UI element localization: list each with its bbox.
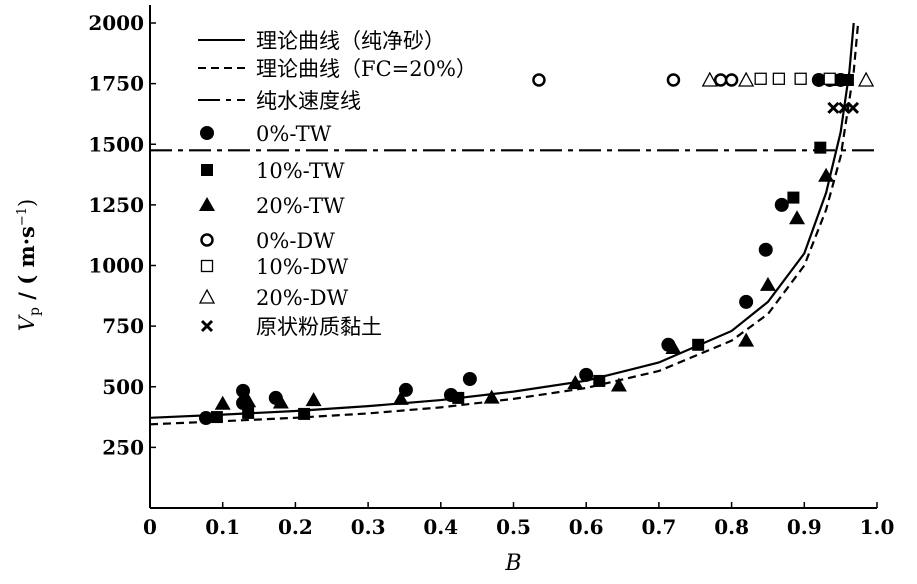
data-point-10%-TW (841, 73, 854, 86)
data-point-0%-TW (462, 371, 477, 386)
y-label-unit: / ( m·s (14, 226, 39, 307)
legend-label: 0%-DW (256, 229, 335, 253)
x-tick-label: 0.3 (351, 515, 386, 539)
cross-stroke (846, 101, 860, 114)
y-label-v: V (15, 314, 39, 331)
x-tick-label: 0.6 (569, 515, 604, 539)
data-point-20%-TW (272, 394, 289, 409)
data-point-10%-TW (242, 406, 255, 419)
data-point-10%-DW (823, 72, 836, 85)
y-tick-label: 1750 (88, 72, 144, 96)
data-point-原状粉质黏土 (827, 101, 840, 114)
cross-stroke (200, 319, 214, 333)
data-point-20%-TW (610, 377, 627, 392)
cross-stroke (827, 101, 840, 114)
data-point-0%-DW (724, 73, 739, 87)
legend-label: 0%-TW (256, 122, 332, 146)
x-tick-label: 1.0 (860, 515, 895, 539)
legend-label: 理论曲线（纯净砂） (256, 29, 445, 53)
data-point-20%-TW (240, 393, 257, 408)
data-point-10%-TW (692, 338, 705, 351)
legend-label: 10%-DW (256, 255, 349, 279)
data-point-0%-TW (198, 411, 213, 426)
legend-marker-cross (200, 319, 214, 333)
data-point-0%-TW (398, 382, 413, 397)
data-point-0%-DW (713, 73, 728, 87)
x-tick-label: 0.4 (423, 515, 458, 539)
data-point-0%-TW (758, 242, 773, 257)
data-point-0%-TW (236, 383, 251, 398)
legend-marker-square-open (200, 259, 214, 273)
data-point-0%-DW (532, 73, 546, 87)
legend-label: 理论曲线（FC=20%） (256, 57, 477, 81)
legend: 理论曲线（纯净砂） 理论曲线（FC=20%） 纯水速度线 0%-TW 10%-TW 20%… (198, 29, 477, 339)
data-point-原状粉质黏土 (846, 101, 860, 114)
data-point-10%-TW (787, 191, 800, 204)
x-tick-label: 0.7 (642, 515, 677, 539)
legend-label: 20%-DW (256, 286, 349, 310)
data-point-20%-TW (818, 167, 835, 182)
data-point-10%-TW (210, 411, 223, 424)
y-tick-label: 500 (102, 375, 144, 399)
legend-label: 纯水速度线 (256, 89, 361, 113)
legend-marker-circle-filled (200, 126, 214, 140)
line-dashed (149, 22, 860, 426)
y-axis-label: Vp / ( m·s−1) (14, 199, 43, 331)
data-point-10%-TW (298, 407, 311, 420)
data-point-20%-TW (392, 390, 409, 405)
data-point-0%-TW (811, 72, 826, 87)
data-point-10%-TW (593, 374, 606, 387)
data-point-20%-TW (483, 389, 500, 404)
y-tick-label: 1500 (88, 132, 144, 156)
data-point-0%-TW (739, 294, 754, 309)
y-tick-label: 750 (102, 314, 144, 338)
data-point-0%-TW (774, 197, 789, 212)
data-point-20%-DW (738, 71, 755, 87)
legend-label: 原状粉质黏土 (256, 315, 382, 339)
y-tick-label: 1250 (88, 193, 144, 217)
data-point-20%-TW (214, 395, 231, 410)
legend-marker-triangle-open (198, 288, 216, 304)
x-tick-label: 0.5 (496, 515, 531, 539)
data-point-10%-TW (814, 141, 827, 154)
line-solid (149, 22, 855, 419)
legend-label: 10%-TW (256, 159, 345, 183)
data-point-20%-DW (858, 71, 875, 87)
x-tick-label: 0.1 (205, 515, 240, 539)
legend-marker-circle-open (200, 233, 214, 247)
data-point-20%-TW (305, 392, 322, 407)
data-point-20%-TW (738, 332, 755, 347)
y-label-close: ) (15, 199, 39, 207)
y-tick-label: 250 (102, 435, 144, 459)
x-tick-label: 0 (143, 515, 157, 539)
legend-marker-triangle-filled (199, 197, 215, 211)
data-point-10%-DW (754, 72, 767, 85)
data-point-0%-DW (666, 73, 681, 87)
data-point-20%-TW (665, 339, 682, 354)
legend-label: 20%-TW (256, 194, 345, 218)
y-label-sup: −1 (15, 207, 30, 226)
x-axis-label: B (504, 551, 521, 576)
x-tick-label: 0.9 (787, 515, 822, 539)
x-tick-label: 0.8 (714, 515, 749, 539)
data-point-20%-TW (789, 210, 806, 225)
data-point-10%-TW (452, 391, 465, 404)
data-point-20%-TW (759, 276, 776, 291)
y-tick-label: 1000 (88, 254, 144, 278)
y-tick-label: 2000 (88, 11, 144, 35)
data-point-10%-DW (794, 72, 807, 85)
data-point-20%-TW (567, 375, 584, 390)
data-point-10%-DW (772, 72, 786, 85)
data-point-0%-TW (579, 367, 594, 382)
data-point-20%-DW (701, 71, 718, 87)
y-label-sub: p (27, 307, 43, 316)
legend-marker-square-filled (201, 164, 213, 176)
x-tick-label: 0.2 (278, 515, 313, 539)
